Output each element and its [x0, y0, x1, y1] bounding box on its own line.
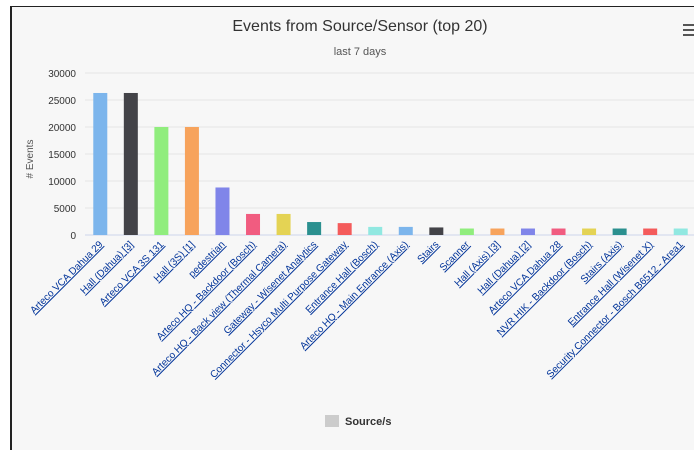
bar[interactable] — [123, 92, 138, 235]
y-tick-label: 0 — [70, 231, 76, 242]
bar[interactable] — [154, 127, 169, 235]
chart-container: Events from Source/Sensor (top 20) last … — [10, 6, 694, 450]
bar[interactable] — [307, 222, 322, 235]
x-tick-label[interactable]: Stairs — [416, 239, 442, 265]
y-axis-ticks: 0 5000 10000 15000 20000 25000 30000 — [48, 69, 76, 242]
bar[interactable] — [520, 228, 535, 235]
hamburger-menu-icon[interactable] — [683, 24, 694, 36]
y-tick-label: 25000 — [48, 96, 76, 107]
bar[interactable] — [276, 213, 291, 235]
bar[interactable] — [582, 228, 597, 235]
y-tick-label: 30000 — [48, 69, 76, 80]
y-tick-label: 5000 — [54, 204, 77, 215]
y-tick-label: 15000 — [48, 150, 76, 161]
bar[interactable] — [398, 226, 413, 235]
x-tick-label[interactable]: Hall (Dahua) [3] — [79, 239, 136, 296]
bar[interactable] — [337, 223, 352, 235]
bar[interactable] — [215, 187, 230, 235]
legend-swatch — [325, 415, 339, 427]
legend[interactable]: Source/s — [325, 415, 391, 428]
bar[interactable] — [551, 228, 566, 235]
x-tick-label[interactable]: Hall (Dahua) [2] — [476, 239, 533, 296]
gridlines — [85, 72, 694, 236]
bar[interactable] — [368, 226, 383, 235]
bar[interactable] — [673, 228, 688, 235]
chart-title: Events from Source/Sensor (top 20) — [232, 18, 487, 35]
legend-label[interactable]: Source/s — [345, 416, 391, 428]
bars — [93, 92, 688, 235]
bar[interactable] — [459, 228, 474, 235]
y-axis-label: # Events — [25, 140, 36, 179]
bar[interactable] — [612, 228, 627, 235]
y-tick-label: 10000 — [48, 177, 76, 188]
bar[interactable] — [490, 228, 505, 235]
bar[interactable] — [246, 213, 261, 235]
y-tick-label: 20000 — [48, 123, 76, 134]
bar-chart: Events from Source/Sensor (top 20) last … — [25, 18, 694, 428]
bar[interactable] — [184, 127, 199, 235]
bar[interactable] — [643, 228, 658, 235]
chart-subtitle: last 7 days — [334, 46, 387, 58]
bar[interactable] — [429, 227, 444, 235]
bar[interactable] — [93, 92, 108, 235]
